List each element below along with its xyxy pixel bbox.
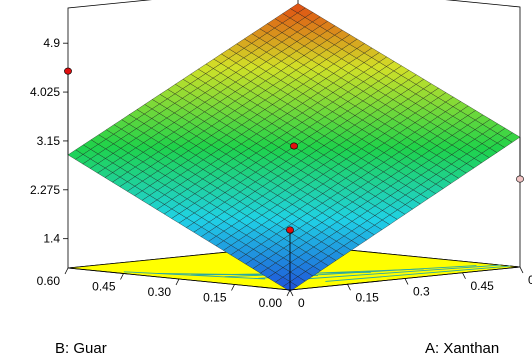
z-tick-label: 2.275 xyxy=(30,183,60,197)
y-tick-mark xyxy=(286,289,291,297)
z-tick-label: 4.9 xyxy=(43,36,60,50)
z-tick-label: 4.025 xyxy=(30,85,60,99)
y-tick-mark xyxy=(231,284,235,291)
x-tick-label: 0.3 xyxy=(413,285,430,299)
x-tick-mark xyxy=(462,272,466,279)
y-tick-label: 0.45 xyxy=(92,280,116,294)
x-tick-label: 0.45 xyxy=(471,279,495,293)
y-tick-mark xyxy=(175,278,180,286)
y-tick-label: 0.30 xyxy=(148,285,172,299)
y-tick-mark xyxy=(64,267,69,275)
x-tick-label: 0.15 xyxy=(356,290,380,304)
design-point xyxy=(290,142,298,150)
x-tick-mark xyxy=(519,266,524,274)
design-points-above xyxy=(64,67,298,292)
y-axis-line xyxy=(67,267,291,291)
y-tick-label: 0.60 xyxy=(37,274,61,288)
surface-cell xyxy=(504,132,521,143)
response-surface xyxy=(67,3,521,292)
design-point xyxy=(64,67,72,75)
x-tick-mark xyxy=(404,278,409,285)
design-point xyxy=(516,175,524,183)
x-tick-mark xyxy=(347,284,351,291)
z-tick-label: 3.15 xyxy=(37,134,61,148)
z-tick-label: 1.4 xyxy=(43,232,60,246)
x-tick-mark xyxy=(289,289,294,297)
floor-contour-line xyxy=(325,265,511,282)
y-tick-label: 0.15 xyxy=(203,291,227,305)
y-tick-mark xyxy=(120,273,124,280)
y-tick-label: 0.00 xyxy=(259,296,283,310)
axis-ticks: 1.42.2753.154.0254.90.000.150.300.450.60… xyxy=(30,36,532,310)
floor-contour-line xyxy=(291,264,501,281)
design-point xyxy=(286,226,294,234)
y-axis-label: B: Guar xyxy=(55,340,107,357)
x-tick-label: 0.6 xyxy=(528,273,532,287)
x-axis-line xyxy=(289,266,521,291)
x-axis-label: A: Xanthan xyxy=(425,340,499,357)
x-tick-label: 0 xyxy=(298,296,305,310)
